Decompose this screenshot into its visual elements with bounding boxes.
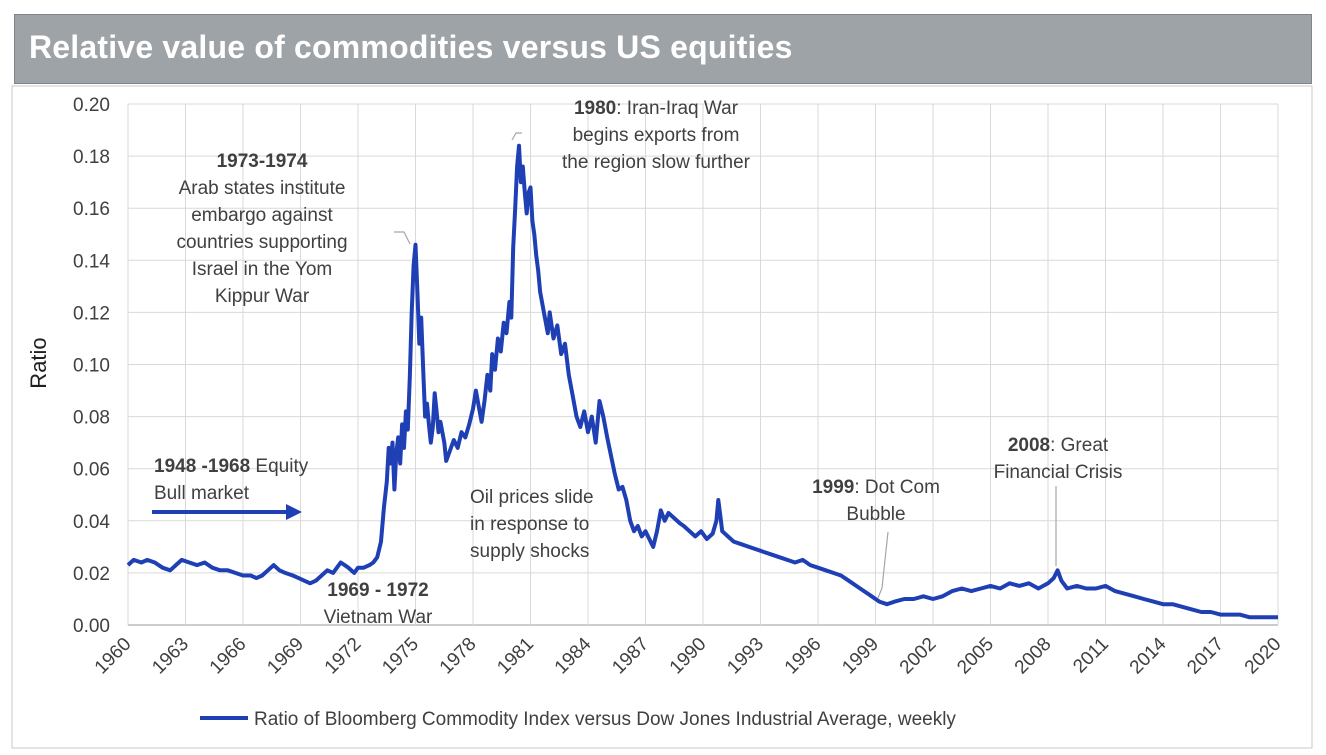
annotation-text: the region slow further [562, 152, 751, 173]
y-axis-ticks: 0.00 0.02 0.04 0.06 0.08 0.10 0.12 0.14 0.16 0.18… [73, 95, 110, 637]
x-tick-label: 1993 [723, 634, 768, 679]
annotations: 1980: Iran-Iraq War begins exports from th… [152, 98, 1122, 628]
annotation-text: supply shocks [470, 541, 589, 562]
y-tick-label: 0.00 [73, 616, 110, 637]
annotation: 1999: Dot Com Bubble [812, 477, 940, 525]
x-tick-label: 2014 [1126, 633, 1171, 678]
annotation-text: begins exports from [573, 125, 740, 146]
y-tick-label: 0.20 [73, 95, 110, 116]
y-tick-label: 0.16 [73, 199, 110, 220]
x-axis-ticks: 1960 1963 1966 1969 1972 1975 1978 1981 1984 1987… [91, 633, 1286, 678]
annotation-text: Financial Crisis [994, 462, 1123, 483]
y-tick-label: 0.08 [73, 408, 110, 429]
x-tick-label: 1996 [781, 634, 826, 679]
legend: Ratio of Bloomberg Commodity Index versu… [200, 709, 956, 730]
annotation-text: Arab states institute [179, 178, 346, 199]
annotation: 1973-1974 Arab states institute embargo ag… [176, 151, 347, 307]
annotation: 1948 -1968 Equity Bull market [154, 456, 309, 504]
annotation-text: 1969 - 1972 [327, 580, 428, 601]
series-line-ratio [126, 143, 1278, 620]
annotation-text: 1999: Dot Com [812, 477, 940, 498]
y-tick-label: 0.14 [73, 251, 110, 272]
x-tick-label: 1981 [493, 634, 538, 679]
annotation-text: 2008: Great [1008, 435, 1109, 456]
annotation-leader-line [877, 531, 889, 599]
x-tick-label: 2002 [896, 634, 941, 679]
annotation: 2008: Great Financial Crisis [994, 435, 1123, 483]
y-tick-label: 0.12 [73, 303, 110, 324]
x-tick-label: 1966 [206, 634, 251, 679]
x-tick-label: 1990 [666, 634, 711, 679]
x-tick-label: 1963 [148, 634, 193, 679]
x-tick-label: 1978 [436, 634, 481, 679]
grid [127, 103, 1279, 626]
annotation: 1980: Iran-Iraq War begins exports from th… [562, 98, 751, 173]
x-tick-label: 1960 [91, 634, 136, 679]
annotation-text: 1980: Iran-Iraq War [574, 98, 739, 119]
annotation-text: 1948 -1968 Equity [154, 456, 309, 477]
chart-title: Relative value of commodities versus US … [29, 29, 793, 65]
annotation-text: Oil prices slide [470, 487, 594, 508]
annotation-text: Kippur War [215, 286, 310, 307]
y-axis-label: Ratio [26, 337, 51, 388]
x-tick-label: 2008 [1011, 634, 1056, 679]
x-tick-label: 2011 [1069, 634, 1113, 678]
annotation-leader-line [394, 231, 411, 245]
annotation-text: Vietnam War [324, 607, 433, 628]
annotation-text: Bubble [846, 504, 905, 525]
title-bar: Relative value of commodities versus US … [14, 14, 1312, 84]
x-tick-label: 2005 [953, 634, 998, 679]
annotation-text: Bull market [154, 483, 250, 504]
x-tick-label: 1969 [263, 634, 308, 679]
y-tick-label: 0.18 [73, 147, 110, 168]
annotation-text: countries supporting [176, 232, 347, 253]
annotation: 1969 - 1972 Vietnam War [324, 580, 433, 628]
annotation-text: 1973-1974 [217, 151, 308, 172]
y-tick-label: 0.04 [73, 512, 110, 533]
annotation-text: Israel in the Yom [192, 259, 332, 280]
bull-market-arrowhead [286, 504, 302, 520]
y-tick-label: 0.06 [73, 460, 110, 481]
x-tick-label: 1984 [551, 633, 596, 678]
y-tick-label: 0.10 [73, 356, 110, 377]
chart-area-border [11, 85, 1313, 749]
annotation-text: embargo against [191, 205, 333, 226]
x-tick-label: 2020 [1241, 634, 1286, 679]
annotation: Oil prices slide in response to supply sho… [470, 487, 594, 562]
x-tick-label: 2017 [1183, 634, 1228, 679]
legend-label: Ratio of Bloomberg Commodity Index versu… [254, 709, 956, 730]
x-tick-label: 1987 [608, 634, 653, 679]
x-tick-label: 1975 [378, 634, 423, 679]
x-tick-label: 1999 [838, 634, 883, 679]
x-tick-label: 1972 [321, 634, 366, 679]
y-tick-label: 0.02 [73, 564, 110, 585]
annotation-leader-line [511, 132, 522, 141]
annotation-text: in response to [470, 514, 589, 535]
